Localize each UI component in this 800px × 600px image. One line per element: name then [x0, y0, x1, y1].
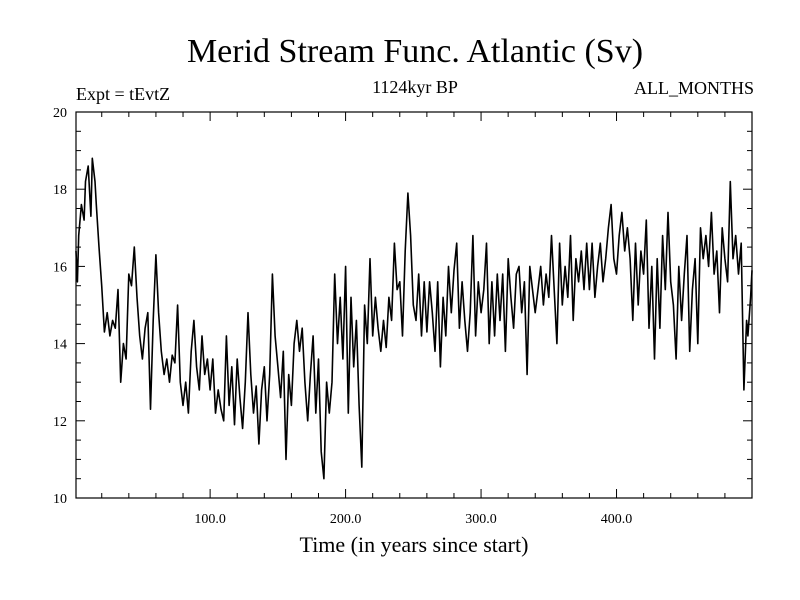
y-tick-label: 16	[53, 260, 67, 275]
experiment-label: Expt = tEvtZ	[76, 84, 171, 104]
y-tick-label: 12	[53, 415, 67, 430]
x-tick-label: 200.0	[330, 512, 362, 527]
axis-tick-labels: 100.0 200.0 300.0 400.0 10 12 14 16 18 20	[53, 106, 632, 527]
y-tick-label: 20	[53, 106, 67, 121]
x-tick-label: 300.0	[465, 512, 497, 527]
axis-ticks	[76, 111, 752, 499]
y-tick-label: 18	[53, 183, 67, 198]
y-tick-label: 10	[53, 492, 67, 507]
y-tick-label: 14	[53, 338, 67, 353]
chart-title: Merid Stream Func. Atlantic (Sv)	[186, 33, 644, 70]
x-axis-label: Time (in years since start)	[299, 532, 529, 557]
months-label: ALL_MONTHS	[634, 78, 754, 98]
series-line	[75, 157, 753, 480]
x-tick-label: 400.0	[601, 512, 633, 527]
x-tick-label: 100.0	[194, 512, 226, 527]
period-label: 1124kyr BP	[372, 77, 458, 97]
